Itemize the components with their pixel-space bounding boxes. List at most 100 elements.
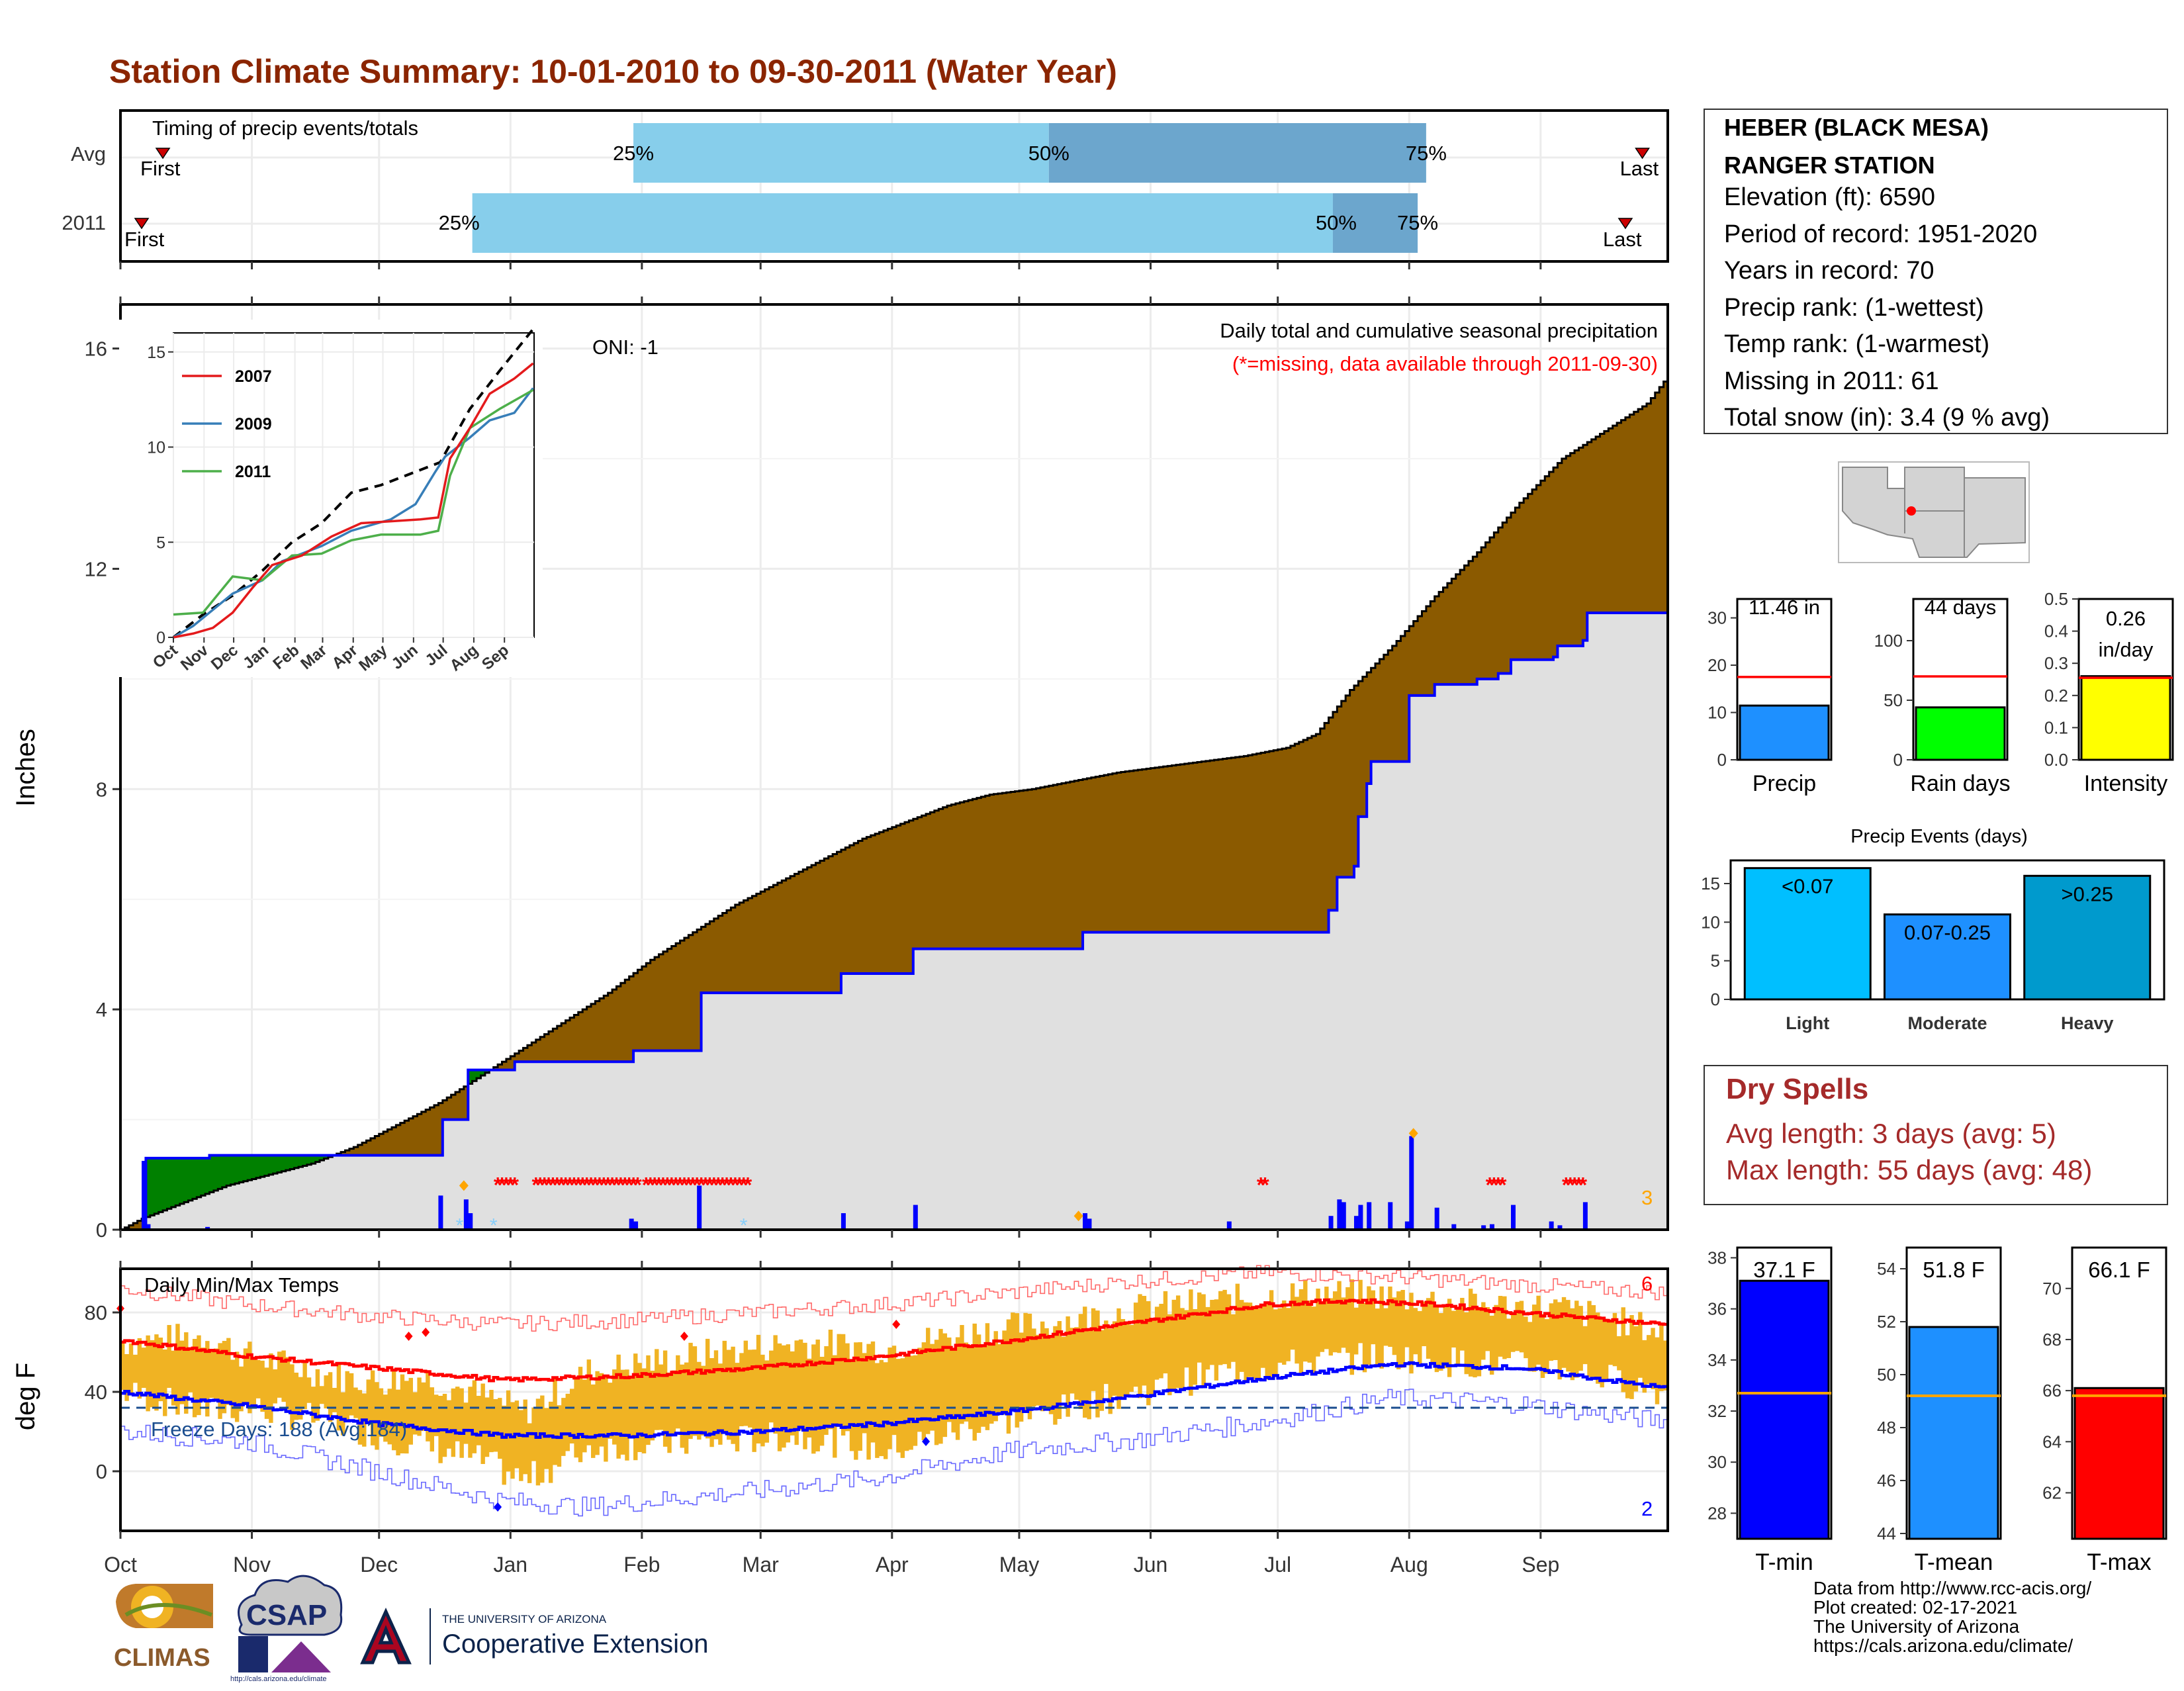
missing-mark: *: [680, 1173, 689, 1197]
footer-line-data-source: Data from http://www.rcc-acis.org/: [1813, 1578, 2092, 1598]
temp-panel: Daily Min/Max Temps Freeze Days: 188 (Av…: [11, 1265, 1669, 1532]
missing-mark: *: [1562, 1173, 1570, 1197]
daily-precip-bar: [633, 1221, 639, 1230]
max-event-mark: [1073, 1211, 1083, 1222]
daily-precip-bar: [1510, 1205, 1516, 1230]
summary-ytick-label: 10: [1707, 703, 1727, 723]
max-event-mark: [459, 1180, 469, 1191]
temp-bar-ytick-label: 50: [1877, 1365, 1896, 1385]
temp-label-0: T-min: [1755, 1549, 1813, 1575]
record-high-mark: [680, 1332, 688, 1341]
daily-precip-bar: [1087, 1218, 1092, 1230]
daily-precip-bar: [1353, 1216, 1359, 1230]
record-low-envelope: [120, 1389, 1668, 1517]
dry-spells-title: Dry Spells: [1726, 1073, 1868, 1105]
summary-label-1: Rain days: [1910, 771, 2010, 796]
footer-line-plot-created: Plot created: 02-17-2021: [1813, 1597, 2018, 1618]
missing-mark: *: [727, 1173, 735, 1197]
record-high-mark: [404, 1332, 413, 1341]
missing-mark: *: [557, 1173, 566, 1197]
summary-ytick-label: 0.4: [2044, 621, 2068, 641]
inset-legend-label: 2007: [235, 367, 272, 386]
avg-last-label: Last: [1620, 157, 1659, 180]
events-bar-label: <0.07: [1782, 875, 1833, 898]
missing-mark: *: [705, 1173, 714, 1197]
missing-mark: *: [502, 1173, 511, 1197]
missing-mark: *: [702, 1173, 710, 1197]
year-pct75-label: 75%: [1397, 211, 1438, 234]
daily-precip-bar: [1341, 1202, 1346, 1230]
missing-mark: *: [608, 1173, 617, 1197]
month-tick-label: Jun: [1134, 1553, 1168, 1577]
missing-mark: *: [1579, 1173, 1588, 1197]
footer-credits: Data from http://www.rcc-acis.org/ Plot …: [1813, 1578, 2091, 1655]
temp-bar-ytick-label: 34: [1707, 1350, 1727, 1370]
daily-precip-bar: [629, 1218, 634, 1230]
timing-panel: Timing of precip events/totals Avg 2011 …: [62, 109, 1669, 263]
summary-ytick-label: 30: [1707, 608, 1727, 628]
avg-tmax-line: [120, 1298, 1668, 1383]
record-high-mark: [892, 1320, 901, 1329]
precip-ytick-label: 16: [85, 338, 107, 361]
daily-precip-bar: [1328, 1216, 1334, 1230]
missing-mark: *: [570, 1173, 578, 1197]
year-bar-25-50: [472, 193, 1333, 253]
missing-mark: *: [629, 1173, 638, 1197]
precip-annotation: Daily total and cumulative seasonal prec…: [1220, 319, 1658, 342]
timing-row-avg: Avg: [71, 142, 106, 165]
missing-mark: *: [1494, 1173, 1503, 1197]
freeze-days-label: Freeze Days: 188 (Avg:184): [151, 1418, 407, 1441]
climas-logo-text: CLIMAS: [114, 1644, 210, 1672]
events-ytick-label: 5: [1711, 951, 1720, 971]
avg-first-marker: [155, 148, 171, 160]
daily-precip-bar: [1388, 1202, 1393, 1230]
missing-mark: *: [621, 1173, 629, 1197]
avg-bar-25-50: [633, 123, 1049, 183]
timing-title: Timing of precip events/totals: [152, 116, 418, 140]
precip-events-chart: Precip Events (days) <0.07 Light 0.07-0.25…: [1701, 826, 2165, 1033]
year-bar-50-75: [1332, 193, 1418, 253]
missing-mark: *: [625, 1173, 633, 1197]
year-pct25-label: 25%: [439, 211, 480, 234]
temp-bar-ytick-label: 44: [1877, 1524, 1896, 1543]
year-cumulative-line: [120, 612, 1668, 1231]
missing-mark: *: [498, 1173, 506, 1197]
missing-mark: *: [600, 1173, 608, 1197]
temp-ylabel: deg F: [11, 1363, 40, 1430]
month-tick-label: Nov: [233, 1553, 271, 1577]
missing-mark: *: [723, 1173, 731, 1197]
summary-ytick-label: 0.2: [2044, 686, 2068, 706]
avg-first-label: First: [140, 157, 181, 180]
missing-mark: *: [672, 1173, 680, 1197]
summary-bar-1: [1915, 706, 2006, 761]
summary-value-unit-2: in/day: [2099, 638, 2154, 661]
year-last-label: Last: [1603, 228, 1642, 251]
climas-logo: CLIMAS: [114, 1584, 213, 1672]
inset-ytick-label: 5: [156, 533, 165, 552]
events-ytick-label: 15: [1701, 874, 1720, 893]
daily-precip-bar: [1337, 1199, 1342, 1230]
record-high-envelope: [120, 1265, 1668, 1332]
daily-precip-bar: [1358, 1205, 1363, 1230]
missing-mark: *: [642, 1173, 651, 1197]
daily-precip-bar: [1434, 1207, 1439, 1230]
daily-precip-bar: [146, 1224, 151, 1230]
precip-ytick-label: 8: [96, 778, 107, 801]
summary-bar-charts: 0 10 20 30 11.46 in Precip 0 50 100 44 days Rain d…: [1707, 589, 2174, 796]
daily-precip-bar: [1367, 1202, 1372, 1230]
month-tick-label: Oct: [104, 1553, 137, 1577]
temp-right-top: 6: [1641, 1272, 1653, 1295]
daily-precip-bar: [1404, 1221, 1410, 1230]
daily-precip-bar: [1226, 1221, 1232, 1230]
temperature-bar-charts: 28 30 32 34 36 38 37.1 F T-min 44 46 48 50 52 54 51.8 …: [1707, 1246, 2167, 1575]
footer-line-url: https://cals.arizona.edu/climate/: [1813, 1635, 2073, 1656]
csap-logo: CSAP http://cals.arizona.edu/climate: [230, 1575, 343, 1683]
station-location-marker: [1907, 506, 1916, 516]
missing-mark: *: [574, 1173, 583, 1197]
summary-ytick-label: 100: [1874, 631, 1903, 651]
missing-mark: *: [710, 1173, 719, 1197]
missing-mark: *: [532, 1173, 541, 1197]
events-bar-heavy: [2023, 874, 2152, 1001]
temp-bar-2: [2073, 1387, 2165, 1540]
daily-precip-bar: [1549, 1221, 1554, 1230]
